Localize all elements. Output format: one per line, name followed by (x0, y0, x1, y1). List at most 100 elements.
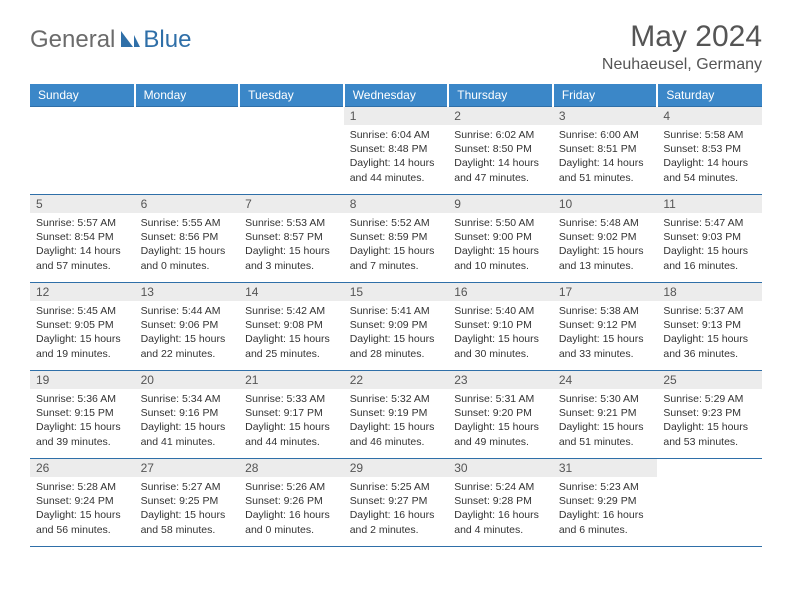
day-details: Sunrise: 5:34 AMSunset: 9:16 PMDaylight:… (135, 389, 240, 452)
day-number: 21 (239, 371, 344, 389)
day-number: 31 (553, 459, 658, 477)
day-details: Sunrise: 5:31 AMSunset: 9:20 PMDaylight:… (448, 389, 553, 452)
day-details: Sunrise: 5:53 AMSunset: 8:57 PMDaylight:… (239, 213, 344, 276)
calendar-cell: 13Sunrise: 5:44 AMSunset: 9:06 PMDayligh… (135, 283, 240, 371)
day-details: Sunrise: 5:27 AMSunset: 9:25 PMDaylight:… (135, 477, 240, 540)
day-details: Sunrise: 5:33 AMSunset: 9:17 PMDaylight:… (239, 389, 344, 452)
calendar-cell: 6Sunrise: 5:55 AMSunset: 8:56 PMDaylight… (135, 195, 240, 283)
calendar-cell: 15Sunrise: 5:41 AMSunset: 9:09 PMDayligh… (344, 283, 449, 371)
logo-text-blue: Blue (143, 26, 191, 54)
day-number: 10 (553, 195, 658, 213)
day-number: 20 (135, 371, 240, 389)
day-details: Sunrise: 5:23 AMSunset: 9:29 PMDaylight:… (553, 477, 658, 540)
weekday-header: Tuesday (239, 84, 344, 107)
weekday-header: Thursday (448, 84, 553, 107)
weekday-header: Monday (135, 84, 240, 107)
day-number: 22 (344, 371, 449, 389)
day-details: Sunrise: 5:29 AMSunset: 9:23 PMDaylight:… (657, 389, 762, 452)
day-details: Sunrise: 5:45 AMSunset: 9:05 PMDaylight:… (30, 301, 135, 364)
day-number: 14 (239, 283, 344, 301)
calendar-cell: .. (135, 107, 240, 195)
calendar-cell: .. (239, 107, 344, 195)
day-number: 28 (239, 459, 344, 477)
month-title: May 2024 (602, 20, 762, 54)
calendar-cell: 23Sunrise: 5:31 AMSunset: 9:20 PMDayligh… (448, 371, 553, 459)
day-number: 9 (448, 195, 553, 213)
calendar-cell: 16Sunrise: 5:40 AMSunset: 9:10 PMDayligh… (448, 283, 553, 371)
day-details: Sunrise: 5:30 AMSunset: 9:21 PMDaylight:… (553, 389, 658, 452)
day-number: 24 (553, 371, 658, 389)
day-number: 30 (448, 459, 553, 477)
page-header: General Blue May 2024 Neuhaeusel, German… (30, 20, 762, 74)
calendar-cell: 5Sunrise: 5:57 AMSunset: 8:54 PMDaylight… (30, 195, 135, 283)
logo-text-general: General (30, 26, 115, 54)
day-details: Sunrise: 5:32 AMSunset: 9:19 PMDaylight:… (344, 389, 449, 452)
calendar-cell: 12Sunrise: 5:45 AMSunset: 9:05 PMDayligh… (30, 283, 135, 371)
day-number: 18 (657, 283, 762, 301)
day-number: 26 (30, 459, 135, 477)
day-details: Sunrise: 5:41 AMSunset: 9:09 PMDaylight:… (344, 301, 449, 364)
day-number: 3 (553, 107, 658, 125)
calendar-cell: 11Sunrise: 5:47 AMSunset: 9:03 PMDayligh… (657, 195, 762, 283)
day-details: Sunrise: 5:48 AMSunset: 9:02 PMDaylight:… (553, 213, 658, 276)
calendar-cell: 19Sunrise: 5:36 AMSunset: 9:15 PMDayligh… (30, 371, 135, 459)
day-details: Sunrise: 5:55 AMSunset: 8:56 PMDaylight:… (135, 213, 240, 276)
day-details: Sunrise: 5:47 AMSunset: 9:03 PMDaylight:… (657, 213, 762, 276)
day-details: Sunrise: 5:42 AMSunset: 9:08 PMDaylight:… (239, 301, 344, 364)
day-details: Sunrise: 5:24 AMSunset: 9:28 PMDaylight:… (448, 477, 553, 540)
weekday-header: Friday (553, 84, 658, 107)
calendar-cell: 10Sunrise: 5:48 AMSunset: 9:02 PMDayligh… (553, 195, 658, 283)
day-number: 12 (30, 283, 135, 301)
calendar-cell: 21Sunrise: 5:33 AMSunset: 9:17 PMDayligh… (239, 371, 344, 459)
day-number: 19 (30, 371, 135, 389)
day-details: Sunrise: 5:58 AMSunset: 8:53 PMDaylight:… (657, 125, 762, 188)
day-number: 29 (344, 459, 449, 477)
calendar-cell: 28Sunrise: 5:26 AMSunset: 9:26 PMDayligh… (239, 459, 344, 547)
weekday-header: Saturday (657, 84, 762, 107)
calendar-cell: 31Sunrise: 5:23 AMSunset: 9:29 PMDayligh… (553, 459, 658, 547)
day-details: Sunrise: 6:00 AMSunset: 8:51 PMDaylight:… (553, 125, 658, 188)
calendar-cell: 24Sunrise: 5:30 AMSunset: 9:21 PMDayligh… (553, 371, 658, 459)
day-number: 5 (30, 195, 135, 213)
calendar-cell: 26Sunrise: 5:28 AMSunset: 9:24 PMDayligh… (30, 459, 135, 547)
day-details: Sunrise: 5:25 AMSunset: 9:27 PMDaylight:… (344, 477, 449, 540)
calendar-cell: 29Sunrise: 5:25 AMSunset: 9:27 PMDayligh… (344, 459, 449, 547)
day-number: 16 (448, 283, 553, 301)
day-number: 4 (657, 107, 762, 125)
calendar-cell: 4Sunrise: 5:58 AMSunset: 8:53 PMDaylight… (657, 107, 762, 195)
calendar-cell: 18Sunrise: 5:37 AMSunset: 9:13 PMDayligh… (657, 283, 762, 371)
calendar-cell: 3Sunrise: 6:00 AMSunset: 8:51 PMDaylight… (553, 107, 658, 195)
day-details: Sunrise: 5:52 AMSunset: 8:59 PMDaylight:… (344, 213, 449, 276)
location-label: Neuhaeusel, Germany (602, 56, 762, 74)
calendar-cell: 8Sunrise: 5:52 AMSunset: 8:59 PMDaylight… (344, 195, 449, 283)
day-number: 6 (135, 195, 240, 213)
day-number: 1 (344, 107, 449, 125)
weekday-header: Sunday (30, 84, 135, 107)
day-details: Sunrise: 5:57 AMSunset: 8:54 PMDaylight:… (30, 213, 135, 276)
calendar-table: SundayMondayTuesdayWednesdayThursdayFrid… (30, 84, 762, 547)
calendar-cell: 27Sunrise: 5:27 AMSunset: 9:25 PMDayligh… (135, 459, 240, 547)
calendar-cell: 2Sunrise: 6:02 AMSunset: 8:50 PMDaylight… (448, 107, 553, 195)
day-number: 13 (135, 283, 240, 301)
logo: General Blue (30, 26, 191, 54)
day-details: Sunrise: 5:50 AMSunset: 9:00 PMDaylight:… (448, 213, 553, 276)
calendar-cell: 7Sunrise: 5:53 AMSunset: 8:57 PMDaylight… (239, 195, 344, 283)
calendar-cell: 14Sunrise: 5:42 AMSunset: 9:08 PMDayligh… (239, 283, 344, 371)
day-number: 27 (135, 459, 240, 477)
title-block: May 2024 Neuhaeusel, Germany (602, 20, 762, 74)
calendar-cell: .. (30, 107, 135, 195)
day-number: 7 (239, 195, 344, 213)
day-details: Sunrise: 5:28 AMSunset: 9:24 PMDaylight:… (30, 477, 135, 540)
day-details: Sunrise: 6:02 AMSunset: 8:50 PMDaylight:… (448, 125, 553, 188)
day-details: Sunrise: 5:36 AMSunset: 9:15 PMDaylight:… (30, 389, 135, 452)
day-number: 23 (448, 371, 553, 389)
calendar-cell: 20Sunrise: 5:34 AMSunset: 9:16 PMDayligh… (135, 371, 240, 459)
calendar-cell: 17Sunrise: 5:38 AMSunset: 9:12 PMDayligh… (553, 283, 658, 371)
calendar-cell: 25Sunrise: 5:29 AMSunset: 9:23 PMDayligh… (657, 371, 762, 459)
logo-sail-icon (119, 29, 141, 52)
day-details: Sunrise: 5:40 AMSunset: 9:10 PMDaylight:… (448, 301, 553, 364)
day-details: Sunrise: 5:37 AMSunset: 9:13 PMDaylight:… (657, 301, 762, 364)
calendar-cell: 30Sunrise: 5:24 AMSunset: 9:28 PMDayligh… (448, 459, 553, 547)
calendar-cell: 1Sunrise: 6:04 AMSunset: 8:48 PMDaylight… (344, 107, 449, 195)
day-number: 25 (657, 371, 762, 389)
